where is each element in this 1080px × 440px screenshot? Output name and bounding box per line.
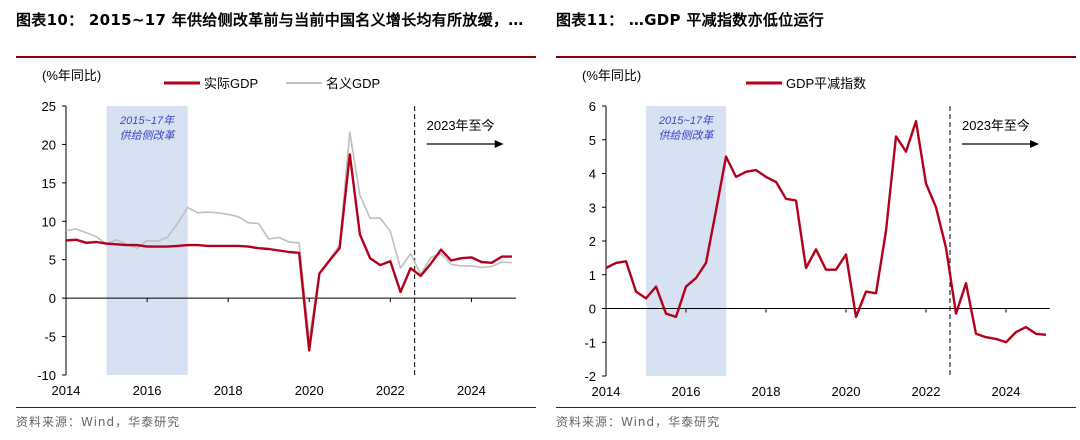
y-axis-unit-label: (%年同比) [582, 68, 641, 83]
legend-label: 名义GDP [326, 76, 380, 91]
x-tick-label: 2014 [592, 384, 621, 399]
x-tick-label: 2018 [214, 383, 243, 398]
series-line-primary [605, 120, 1047, 344]
shade-label-line1: 2015~17年 [119, 114, 175, 127]
y-tick-label: 6 [589, 99, 596, 114]
marker-arrow-head [1030, 140, 1039, 148]
marker-label: 2023年至今 [427, 118, 495, 133]
x-tick-label: 2018 [752, 384, 781, 399]
y-tick-label: 1 [589, 268, 596, 283]
y-tick-label: 20 [42, 137, 56, 152]
series-line-primary [65, 153, 512, 352]
right-figure-title: 图表11： …GDP 平减指数亦低位运行 [556, 11, 825, 29]
legend-label: GDP平减指数 [786, 76, 866, 91]
x-tick-label: 2022 [376, 383, 405, 398]
left-source-note: 资料来源：Wind，华泰研究 [16, 415, 181, 429]
y-tick-label: -5 [44, 330, 56, 345]
reform-period-shade [646, 106, 726, 376]
right-title-divider [556, 56, 1076, 58]
right-source-note: 资料来源：Wind，华泰研究 [556, 415, 721, 429]
x-tick-label: 2016 [133, 383, 162, 398]
x-tick-label: 2016 [672, 384, 701, 399]
x-tick-label: 2020 [295, 383, 324, 398]
marker-arrow-head [494, 140, 504, 148]
y-tick-label: 25 [42, 99, 56, 114]
y-tick-label: 5 [49, 253, 56, 268]
y-tick-label: -10 [37, 368, 56, 383]
y-tick-label: 15 [42, 176, 56, 191]
y-tick-label: 0 [49, 291, 56, 306]
x-tick-label: 2024 [992, 384, 1021, 399]
x-tick-label: 2024 [457, 383, 486, 398]
y-tick-label: 2 [589, 234, 596, 249]
y-tick-label: 3 [589, 200, 596, 215]
x-tick-label: 2020 [832, 384, 861, 399]
y-tick-label: 0 [589, 302, 596, 317]
y-tick-label: 5 [589, 133, 596, 148]
x-tick-label: 2014 [52, 383, 81, 398]
y-tick-label: 4 [589, 167, 596, 182]
y-tick-label: -2 [584, 369, 596, 384]
left-title-divider [16, 56, 536, 58]
y-tick-label: -1 [584, 335, 596, 350]
right-figure-panel: 图表11： …GDP 平减指数亦低位运行 2015~17年 供给侧改革 -2 -1 0 1… [548, 0, 1080, 440]
shade-label-line1: 2015~17年 [658, 114, 714, 127]
marker-label: 2023年至今 [962, 118, 1030, 133]
y-axis-unit-label: (%年同比) [42, 68, 101, 83]
y-tick-label: 10 [42, 214, 56, 229]
x-tick-label: 2022 [912, 384, 941, 399]
right-footer-divider [556, 407, 1076, 408]
shade-label-line2: 供给侧改革 [659, 129, 716, 142]
legend-label: 实际GDP [204, 76, 258, 91]
left-footer-divider [16, 407, 536, 408]
left-figure-panel: 图表10： 2015~17 年供给侧改革前与当前中国名义增长均有所放缓，… 20… [8, 0, 540, 440]
left-figure-title: 图表10： 2015~17 年供给侧改革前与当前中国名义增长均有所放缓，… [16, 11, 524, 29]
shade-label-line2: 供给侧改革 [120, 129, 177, 142]
